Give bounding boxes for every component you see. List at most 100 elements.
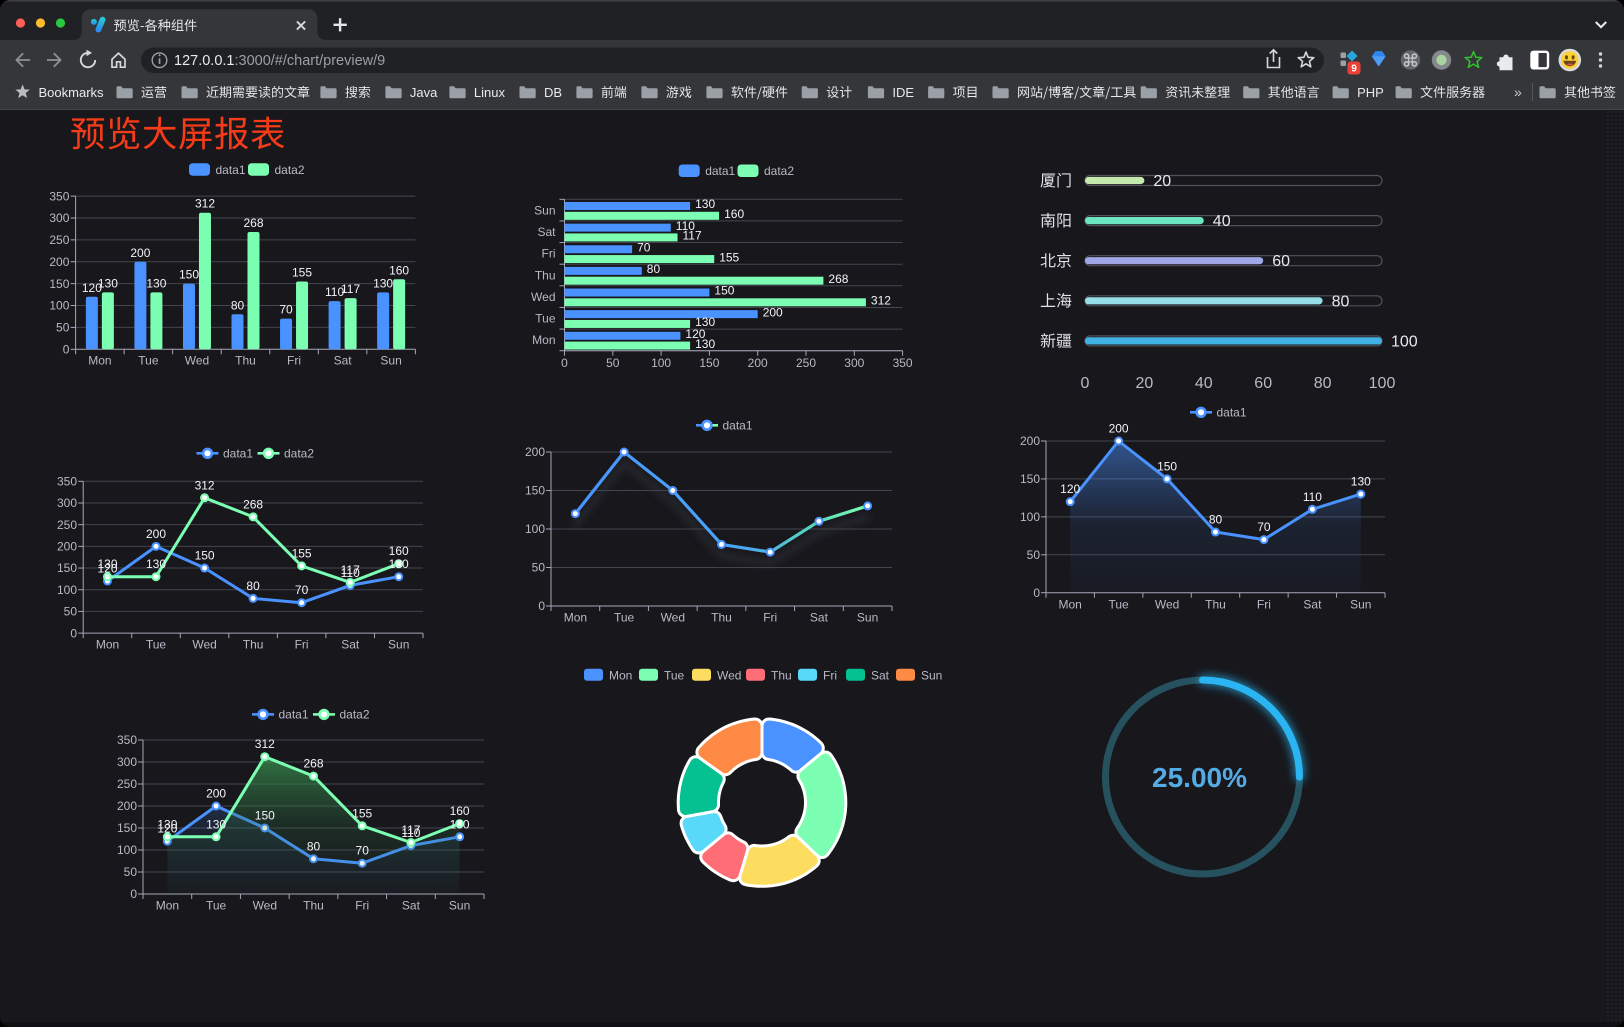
svg-text:70: 70 [1257,520,1271,534]
svg-text:150: 150 [255,809,275,823]
svg-text:117: 117 [341,563,360,577]
svg-text:100: 100 [1020,510,1040,524]
svg-text:100: 100 [651,356,671,370]
svg-text:150: 150 [195,549,215,563]
svg-text:100: 100 [525,522,545,536]
svg-text:50: 50 [124,865,138,879]
svg-text:160: 160 [389,263,409,277]
svg-text:312: 312 [255,737,275,751]
svg-text:Sun: Sun [449,899,470,913]
svg-text:Wed: Wed [185,354,209,368]
svg-text:200: 200 [748,356,768,370]
svg-text:150: 150 [117,821,137,835]
svg-text:0: 0 [70,626,77,640]
svg-text:data1: data1 [223,447,253,461]
svg-text:20: 20 [1136,375,1154,392]
svg-text:150: 150 [1157,459,1177,473]
svg-text:DB: DB [544,85,562,100]
svg-text:312: 312 [871,294,891,308]
svg-text:data1: data1 [705,164,735,178]
svg-text:268: 268 [243,216,263,230]
svg-text:150: 150 [699,356,719,370]
svg-text:300: 300 [844,356,864,370]
svg-text:Mon: Mon [609,668,632,682]
svg-text:150: 150 [179,268,199,282]
svg-text:70: 70 [295,583,309,597]
svg-text:Sat: Sat [334,354,353,368]
svg-text:350: 350 [57,475,77,489]
svg-text:Mon: Mon [88,354,111,368]
svg-text:100: 100 [1369,375,1396,392]
svg-text:60: 60 [1254,375,1272,392]
svg-text:40: 40 [1213,213,1231,230]
svg-text:50: 50 [1027,548,1041,562]
svg-text:»: » [1514,84,1522,100]
svg-text:20: 20 [1153,173,1171,190]
svg-text:Sun: Sun [380,354,401,368]
svg-text:Wed: Wed [253,899,277,913]
svg-text:150: 150 [1020,472,1040,486]
svg-text:155: 155 [352,806,372,820]
svg-text:Fri: Fri [1257,598,1271,612]
svg-text:data1: data1 [723,419,753,433]
svg-text:Mon: Mon [532,333,555,347]
svg-text:160: 160 [724,207,744,221]
svg-text:Fri: Fri [355,899,369,913]
svg-text:127.0.0.1:3000/#/chart/preview: 127.0.0.1:3000/#/chart/preview/9 [174,53,385,69]
svg-text:117: 117 [401,823,420,837]
svg-text:Sat: Sat [871,668,890,682]
svg-text:0: 0 [561,356,568,370]
svg-text:130: 130 [146,557,166,571]
svg-text:data2: data2 [340,708,370,722]
svg-text:130: 130 [695,337,715,351]
svg-text:Sat: Sat [341,638,360,652]
svg-text:150: 150 [525,484,545,498]
svg-text:160: 160 [389,544,409,558]
svg-text:117: 117 [341,282,360,296]
svg-text:Mon: Mon [156,899,179,913]
svg-text:Sat: Sat [810,611,829,625]
svg-text:Tue: Tue [664,668,685,682]
svg-text:150: 150 [49,277,69,291]
svg-text:25.00%: 25.00% [1152,762,1247,793]
svg-text:130: 130 [450,817,470,831]
svg-text:data1: data1 [216,163,246,177]
svg-text:70: 70 [279,303,293,317]
svg-text:Wed: Wed [661,611,685,625]
svg-text:200: 200 [206,787,226,801]
svg-text:Tue: Tue [138,354,159,368]
svg-text:PHP: PHP [1357,85,1384,100]
svg-text:70: 70 [637,241,651,255]
svg-text:IDE: IDE [892,85,914,100]
svg-text:300: 300 [49,211,69,225]
svg-text:268: 268 [828,272,848,286]
svg-text:200: 200 [57,540,77,554]
svg-text:Fri: Fri [823,668,837,682]
svg-text:Tue: Tue [206,899,227,913]
svg-text:40: 40 [1195,375,1213,392]
svg-text:Fri: Fri [287,354,301,368]
svg-text:110: 110 [325,285,344,299]
svg-text:Mon: Mon [564,611,587,625]
svg-text:Tue: Tue [1108,598,1129,612]
svg-text:100: 100 [57,583,77,597]
svg-text:50: 50 [532,561,546,575]
svg-text:110: 110 [401,826,420,840]
svg-text:130: 130 [1351,475,1371,489]
svg-text:50: 50 [64,605,78,619]
svg-text:155: 155 [719,250,739,264]
svg-text:Mon: Mon [96,638,119,652]
svg-text:Tue: Tue [614,611,635,625]
svg-text:130: 130 [206,817,226,831]
svg-text:0: 0 [63,343,70,357]
svg-text:120: 120 [82,281,102,295]
svg-text:Wed: Wed [717,668,741,682]
svg-text:Fri: Fri [542,247,556,261]
svg-text:Wed: Wed [531,290,555,304]
svg-text:250: 250 [57,518,77,532]
svg-text:268: 268 [243,497,263,511]
svg-text:80: 80 [231,298,245,312]
svg-text:Sun: Sun [534,203,555,217]
svg-text:Thu: Thu [711,611,732,625]
svg-text:Thu: Thu [535,268,556,282]
